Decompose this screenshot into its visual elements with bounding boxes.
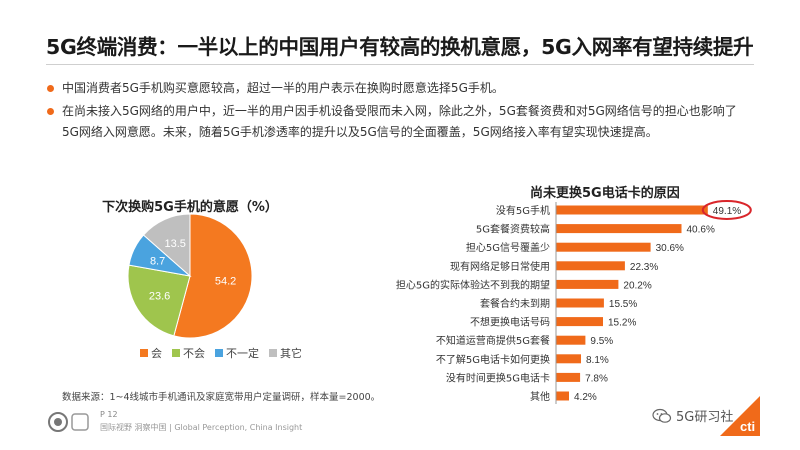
pie-slice [142,213,191,278]
legend-label: 会 [151,347,162,360]
bar-category-label: 不知道运营商提供5G套餐 [436,334,550,347]
legend-swatch [172,349,180,357]
bar-category-label: 没有5G手机 [496,204,550,217]
bullet-text: 中国消费者5G手机购买意愿较高，超过一半的用户表示在换购时愿意选择5G手机。 [62,81,504,95]
bar-value-label: 4.2% [574,392,597,403]
data-source-note: 数据来源：1~4线城市手机通讯及家庭宽带用户定量调研，样本量=2000。 [62,392,381,403]
legend-item-hui: 会 [140,345,162,361]
legend-item-buyiding: 不一定 [215,345,259,361]
corner-logo-text: cti [740,419,755,434]
pie-chart-title: 下次换购5G手机的意愿（%） [102,200,278,215]
footer-tagline: 国际视野 洞察中国 | Global Perception, China Ins… [100,423,303,432]
bar-value-label: 7.8% [585,373,608,384]
pie-chart: 54.2 23.6 8.7 13.5 [127,213,253,339]
legend-item-qita: 其它 [269,345,302,361]
bar [556,317,603,327]
legend-label: 其它 [280,347,302,360]
bar-value-label: 20.2% [623,280,651,291]
bar-category-label: 其他 [530,390,550,403]
wechat-icon [652,408,672,423]
bar-category-label: 担心5G的实际体验达不到我的期望 [396,278,550,291]
bar-value-label: 49.1% [713,206,741,217]
bar-value-label: 30.6% [656,243,684,254]
bar-value-label: 8.1% [586,355,609,366]
bar-value-label: 9.5% [590,336,613,347]
bar-value-label: 22.3% [630,262,658,273]
highlight-circle [701,200,752,220]
page-number: P 12 [100,410,118,419]
bullet-list: 中国消费者5G手机购买意愿较高，超过一半的用户表示在换购时愿意选择5G手机。 在… [46,78,746,143]
bullet-item: 在尚未接入5G网络的用户中，近一半的用户因手机设备受限而未入网，除此之外，5G套… [46,101,746,143]
bar-value-label: 15.5% [609,299,637,310]
bar-category-label: 套餐合约未到期 [480,297,550,310]
watermark-text: 5G研习社 [676,410,734,425]
pie-data-label: 8.7 [150,255,165,267]
bullet-text: 在尚未接入5G网络的用户中，近一半的用户因手机设备受限而未入网，除此之外，5G套… [62,104,737,139]
bar-category-label: 5G套餐资费较高 [476,223,550,236]
bar [556,242,651,252]
bullet-dot-icon [47,85,54,92]
bar-value-label: 40.6% [687,225,715,236]
bar-category-label: 现有网络足够日常使用 [450,260,550,273]
bar-value-label: 15.2% [608,318,636,329]
bar [556,205,708,215]
pie-data-label: 13.5 [164,238,185,250]
company-logo-icon [48,412,89,432]
bullet-dot-icon [47,108,54,115]
pie-slice [173,213,253,339]
legend-label: 不一定 [226,347,259,360]
bar [556,354,581,364]
bar-category-label: 没有时间更换5G电话卡 [446,371,550,384]
pie-slice [127,264,191,337]
title-divider [46,64,754,65]
bullet-item: 中国消费者5G手机购买意愿较高，超过一半的用户表示在换购时愿意选择5G手机。 [46,78,746,99]
bar-chart-title: 尚未更换5G电话卡的原因 [530,186,680,201]
legend-label: 不会 [183,347,205,360]
bar [556,261,625,271]
legend-swatch [269,349,277,357]
bar-category-label: 不了解5G电话卡如何更换 [436,353,550,366]
bar [556,335,586,345]
bar [556,298,604,308]
bar [556,279,619,289]
bar-category-label: 担心5G信号覆盖少 [466,241,550,254]
pie-legend: 会 不会 不一定 其它 [140,345,302,361]
legend-swatch [215,349,223,357]
legend-item-buhui: 不会 [172,345,205,361]
wechat-watermark: 5G研习社 [652,406,733,425]
bar [556,224,682,234]
slide-title: 5G终端消费：一半以上的中国用户有较高的换机意愿，5G入网率有望持续提升 [46,35,754,59]
pie-data-label: 23.6 [149,290,170,302]
pie-data-label: 54.2 [215,276,236,288]
bar-chart: 没有5G手机 49.1% 5G套餐资费较高 40.6% 担心5G信号覆盖少 30.6% 现有… [396,200,752,404]
cti-corner-logo-icon: cti [720,396,760,436]
bar [556,372,581,382]
bar [556,391,569,401]
legend-swatch [140,349,148,357]
bar-category-label: 不想更换电话号码 [470,316,550,329]
